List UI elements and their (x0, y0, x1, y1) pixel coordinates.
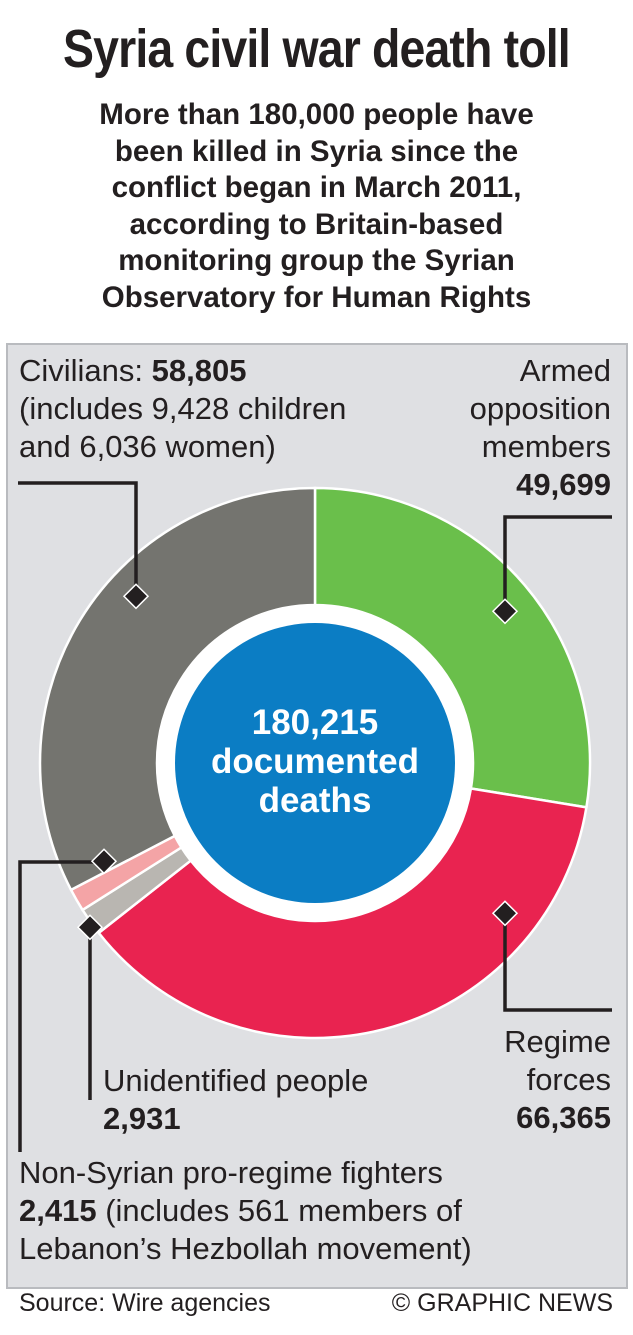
center-total-value: 180,215 (251, 703, 379, 742)
civilians-label-prefix: Civilians: (19, 353, 152, 388)
subtitle-line: been killed in Syria since the (114, 134, 519, 168)
regime-leader-line (503, 914, 612, 1012)
subtitle: More than 180,000 people have been kille… (20, 97, 613, 316)
unidentified-marker (76, 914, 104, 941)
center-line-documented: documented (210, 742, 420, 781)
regime-marker (491, 900, 519, 927)
opposition-label-line3: members (481, 429, 611, 464)
unidentified-label: Unidentified people 2,931 (103, 1062, 368, 1138)
credit-text: © GRAPHIC NEWS (391, 1289, 613, 1317)
subtitle-line: Observatory for Human Rights (101, 280, 532, 314)
opposition-value: 49,699 (470, 466, 611, 504)
opposition-label-line1: Armed (519, 353, 611, 388)
subtitle-line: monitoring group the Syrian (118, 244, 515, 277)
regime-value: 66,365 (504, 1099, 611, 1137)
regime-label-line2: forces (526, 1062, 611, 1097)
opposition-marker (491, 598, 519, 625)
regime-label: Regime forces 66,365 (504, 1023, 611, 1137)
civilians-label-line1: Civilians: 58,805 (19, 352, 346, 390)
nonsyrian-label-line2-rest: (includes 561 members of (96, 1193, 462, 1228)
civilians-label: Civilians: 58,805 (includes 9,428 childr… (19, 352, 346, 466)
subtitle-line: conflict began in March 2011, (111, 171, 522, 204)
nonsyrian-label-line3: Lebanon’s Hezbollah movement) (19, 1231, 472, 1266)
subtitle-line: according to Britain-based (129, 207, 504, 241)
nonsyrian-marker (90, 848, 118, 875)
opposition-label-line2: opposition (469, 391, 611, 426)
civilians-value: 58,805 (151, 353, 247, 388)
center-total-label: 180,215 documented deaths (180, 703, 450, 820)
donut-slices (38, 486, 592, 1040)
unidentified-label-line1: Unidentified people (103, 1063, 369, 1098)
nonsyrian-label-line2: 2,415 (includes 561 members of (19, 1192, 472, 1230)
unidentified-value: 2,931 (103, 1100, 368, 1138)
regime-value-text: 66,365 (516, 1100, 611, 1135)
civilians-label-line3: and 6,036 women) (19, 429, 276, 464)
source-text: Source: Wire agencies (19, 1289, 271, 1317)
center-line-deaths: deaths (258, 781, 372, 820)
civilians-leader-line (18, 481, 138, 597)
subtitle-line: More than 180,000 people have (99, 98, 534, 131)
unidentified-value-text: 2,931 (103, 1101, 181, 1136)
opposition-value-text: 49,699 (516, 467, 611, 502)
nonsyrian-label: Non-Syrian pro-regime fighters 2,415 (in… (19, 1154, 472, 1268)
nonsyrian-value: 2,415 (19, 1193, 97, 1228)
nonsyrian-label-line1: Non-Syrian pro-regime fighters (19, 1155, 443, 1190)
nonsyrian-leader-line (18, 860, 104, 1152)
page-title: Syria civil war death toll (63, 19, 571, 79)
opposition-leader-line (503, 515, 612, 612)
opposition-label: Armed opposition members 49,699 (470, 352, 611, 504)
center-circle (175, 623, 455, 903)
civilians-label-line2: (includes 9,428 children (19, 391, 347, 426)
regime-label-line1: Regime (504, 1024, 611, 1059)
civilians-marker (122, 583, 150, 610)
